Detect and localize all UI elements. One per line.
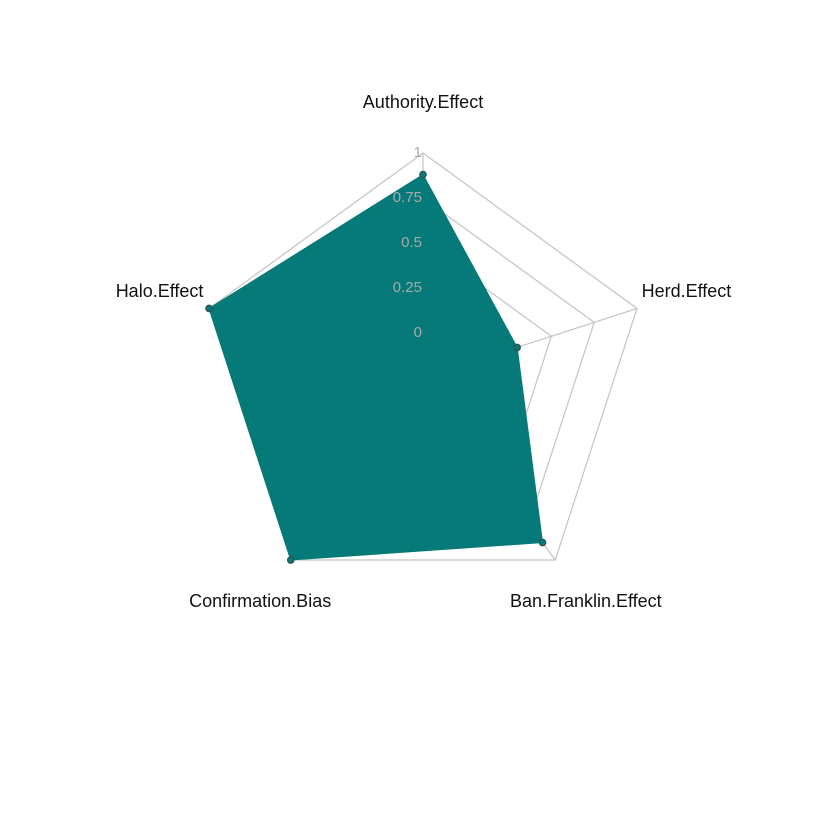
data-point-3 xyxy=(286,556,295,564)
data-point-2 xyxy=(538,538,547,547)
tick-label-3: 0.75 xyxy=(393,189,422,206)
data-point-4 xyxy=(205,304,213,313)
data-point-1 xyxy=(513,343,521,352)
tick-label-2: 0.5 xyxy=(401,234,422,251)
axis-label-ban-franklin-effect: Ban.Franklin.Effect xyxy=(510,591,662,611)
axis-label-confirmation-bias: Confirmation.Bias xyxy=(189,591,331,611)
series-area-0 xyxy=(208,173,544,561)
tick-label-1: 0.25 xyxy=(393,279,422,296)
axis-label-halo-effect: Halo.Effect xyxy=(116,281,204,301)
tick-label-0: 0 xyxy=(414,324,422,341)
grid-ring-4 xyxy=(208,152,638,561)
data-point-0 xyxy=(419,170,427,179)
radial-tick-labels: 0 0.25 0.5 0.75 1 xyxy=(393,144,422,341)
axis-label-authority-effect: Authority.Effect xyxy=(363,92,483,112)
radar-series xyxy=(205,170,547,564)
axis-labels: Authority.Effect Herd.Effect Ban.Franklin.… xyxy=(116,92,732,611)
tick-label-4: 1 xyxy=(414,144,422,161)
axis-label-herd-effect: Herd.Effect xyxy=(642,281,732,301)
